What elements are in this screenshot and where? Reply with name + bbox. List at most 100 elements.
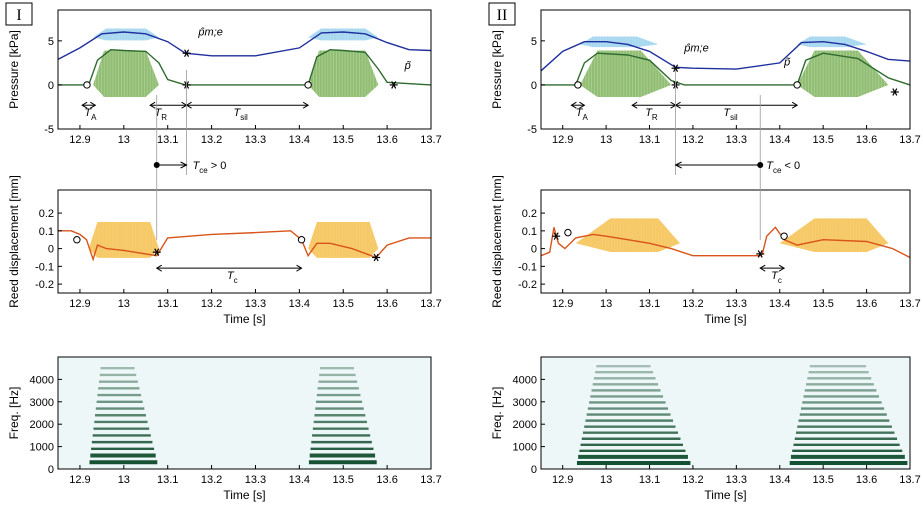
panel-II-spectrogram: 12.9 13 13.1 13.2 13.3 13.4 13.5 13.6 13.7 0 1000 2… xyxy=(490,356,921,502)
annotation-main: T xyxy=(645,107,653,119)
circle-marker xyxy=(793,81,801,89)
tce-label-relation: > 0 xyxy=(208,160,227,172)
y-tick-label: 0.2 xyxy=(39,208,54,220)
y-tick-label: 5 xyxy=(531,36,537,48)
x-tick-label: 13 xyxy=(118,134,130,146)
y-tick-label: 0 xyxy=(531,244,537,256)
x-tick-label: 13 xyxy=(600,298,612,310)
panel-label-box xyxy=(5,2,33,26)
x-tick-label: 13.2 xyxy=(201,474,222,486)
y-tick-label: 2000 xyxy=(513,419,537,431)
x-tick-label: 13.3 xyxy=(245,134,266,146)
x-tick-label: 13.4 xyxy=(769,134,790,146)
oscillation-band xyxy=(575,218,680,252)
annotation: TA xyxy=(576,107,589,122)
x-tick-label: 13.2 xyxy=(201,134,222,146)
arrow-head-right xyxy=(296,264,303,272)
y-tick-label: -5 xyxy=(527,124,537,136)
series-line-reed xyxy=(58,230,431,262)
x-tick-label: 13.4 xyxy=(289,474,310,486)
annotation-main: p̃ xyxy=(783,57,791,69)
arrow-head-right xyxy=(90,101,97,109)
annotation-subscript: sil xyxy=(240,113,248,122)
annotation-main: T xyxy=(576,107,584,119)
arrow-head-left xyxy=(155,264,162,272)
arrow-head-right xyxy=(791,101,799,109)
x-tick-label: 13.5 xyxy=(333,298,354,310)
annotation: Tsil xyxy=(234,107,249,122)
tce-origin-dot xyxy=(153,162,160,168)
annotation-subscript: A xyxy=(582,113,588,122)
panel-label-box xyxy=(488,2,516,26)
spectrogram-background xyxy=(58,357,431,469)
x-tick-label: 13.3 xyxy=(726,298,747,310)
annotation: TR xyxy=(155,107,168,122)
annotation: Tsil xyxy=(723,107,738,122)
x-tick-label: 13.4 xyxy=(769,298,790,310)
star-marker-stroke xyxy=(673,64,679,72)
annotation-main: p̃ xyxy=(404,60,412,72)
star-marker-stroke xyxy=(553,232,559,240)
x-tick-label: 13 xyxy=(600,134,612,146)
annotation-main: p̂m;e xyxy=(197,27,222,39)
star-marker-stroke xyxy=(154,248,160,256)
y-axis-label: Reed displacement [mm] xyxy=(490,175,504,308)
annotation-main: T xyxy=(84,107,92,119)
tce-label-relation: < 0 xyxy=(781,160,800,172)
x-axis-label: Time [s] xyxy=(223,488,265,502)
plot-frame xyxy=(57,189,432,294)
oscillation-band xyxy=(308,221,379,258)
arrow-head-left xyxy=(759,264,766,272)
tce-arrow-head xyxy=(180,161,188,169)
x-tick-label: 13.7 xyxy=(420,474,441,486)
annotation: Tc xyxy=(771,270,782,285)
tce-origin-dot xyxy=(757,162,764,168)
x-tick-label: 13.7 xyxy=(899,474,920,486)
y-axis-label: Pressure [kPa] xyxy=(490,30,504,109)
x-tick-label: 12.9 xyxy=(552,474,573,486)
panel-I-reed: Tc 12.9 13 13.1 13.2 13.3 13.4 13.5 13.6 13.7 -0.2… xyxy=(7,175,442,326)
annotation-main: p̂m;e xyxy=(683,42,708,54)
x-tick-label: 13.6 xyxy=(376,134,397,146)
arrow-head-left xyxy=(631,101,638,109)
x-tick-label: 13.2 xyxy=(682,134,703,146)
x-tick-label: 13.6 xyxy=(856,298,877,310)
x-tick-label: 13.1 xyxy=(157,298,178,310)
y-tick-label: 0.1 xyxy=(39,226,54,238)
x-tick-label: 13.5 xyxy=(333,134,354,146)
y-axis-label: Pressure [kPa] xyxy=(7,30,21,109)
annotation-main: T xyxy=(234,107,242,119)
x-tick-label: 13.4 xyxy=(289,298,310,310)
x-tick-label: 13.7 xyxy=(420,298,441,310)
x-tick-label: 13.2 xyxy=(201,298,222,310)
annotation: p̃ xyxy=(404,60,412,72)
star-marker-stroke xyxy=(757,250,763,258)
x-tick-label: 13.2 xyxy=(682,474,703,486)
x-tick-label: 12.9 xyxy=(69,134,90,146)
tce-label-main: T xyxy=(766,160,774,172)
annotation: p̂m;e xyxy=(197,27,222,39)
circle-marker xyxy=(73,236,81,244)
arrow-head-right xyxy=(302,101,310,109)
annotation-subscript: A xyxy=(91,113,97,122)
annotation-main: T xyxy=(771,270,779,282)
x-tick-label: 13.6 xyxy=(856,134,877,146)
x-tick-label: 13.5 xyxy=(333,474,354,486)
plot-frame xyxy=(540,356,911,470)
y-tick-label: 3000 xyxy=(30,397,54,409)
plot-frame xyxy=(57,9,432,130)
x-tick-label: 13.1 xyxy=(639,298,660,310)
plot-frame xyxy=(57,356,432,470)
oscillation-band xyxy=(797,36,867,48)
y-tick-label: 0 xyxy=(48,80,54,92)
tce-label-main: T xyxy=(193,160,201,172)
annotation-main: T xyxy=(155,107,163,119)
x-tick-label: 13.2 xyxy=(682,298,703,310)
panel-label: I xyxy=(16,7,21,24)
y-tick-label: 2000 xyxy=(30,419,54,431)
y-tick-label: -0.1 xyxy=(518,261,537,273)
circle-marker xyxy=(780,232,788,240)
x-tick-label: 12.9 xyxy=(552,298,573,310)
